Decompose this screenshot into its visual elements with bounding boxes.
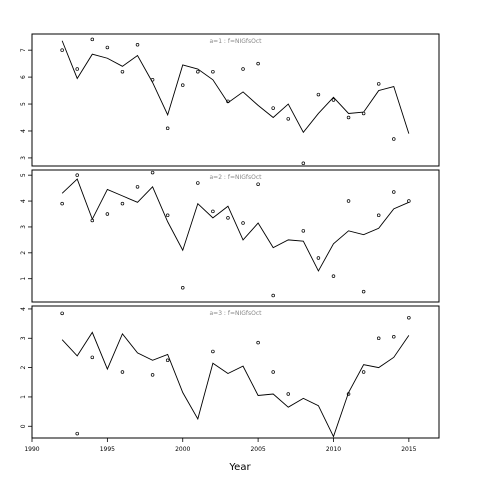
observed-point bbox=[120, 69, 125, 74]
observed-point bbox=[211, 209, 215, 214]
observed-point bbox=[60, 311, 64, 316]
x-tick-label: 2005 bbox=[250, 446, 265, 453]
y-tick-label: 5 bbox=[20, 102, 27, 106]
panels-layer: 3 4 5 6 7 a=1 : f=NIGfsOct 1 2 3 4 5 a=2 : f=NIGfsO… bbox=[20, 33, 440, 439]
y-tick-label: 4 bbox=[20, 307, 27, 311]
x-tick-label: 2000 bbox=[175, 446, 190, 453]
panel-frame bbox=[31, 169, 440, 303]
y-tick-label: 3 bbox=[20, 156, 27, 160]
observed-point bbox=[256, 340, 260, 345]
observed-point bbox=[301, 229, 306, 233]
y-tick-label: 7 bbox=[20, 48, 27, 52]
y-tick-label: 2 bbox=[20, 251, 27, 255]
y-tick-label: 4 bbox=[20, 199, 27, 203]
observed-point bbox=[196, 69, 200, 74]
observed-point bbox=[105, 45, 110, 50]
observed-point bbox=[150, 373, 155, 377]
observed-point bbox=[75, 67, 79, 71]
observed-point bbox=[361, 111, 366, 116]
y-tick-label: 4 bbox=[20, 129, 27, 133]
observed-point bbox=[226, 99, 230, 104]
observed-point bbox=[60, 48, 64, 52]
panel-1: 3 4 5 6 7 a=1 : f=NIGfsOct bbox=[20, 33, 440, 167]
observed-point bbox=[331, 274, 336, 278]
y-tick-label: 5 bbox=[20, 173, 27, 177]
observed-point bbox=[271, 293, 275, 298]
observed-point bbox=[392, 335, 396, 339]
observed-point bbox=[226, 216, 230, 220]
panel-2: 1 2 3 4 5 a=2 : f=NIGfsOct bbox=[20, 169, 440, 303]
fitted-line bbox=[61, 40, 410, 134]
observed-point bbox=[316, 256, 321, 260]
observed-point bbox=[376, 213, 381, 218]
observed-point bbox=[256, 182, 260, 186]
observed-point bbox=[241, 221, 245, 225]
x-tick-label: 2010 bbox=[326, 446, 341, 453]
observed-point bbox=[90, 218, 95, 223]
x-tick-label: 1995 bbox=[100, 446, 115, 453]
observed-point bbox=[376, 82, 381, 86]
observed-point bbox=[271, 106, 275, 110]
observed-point bbox=[180, 83, 185, 87]
panel-label: a=2 : f=NIGfsOct bbox=[209, 174, 262, 181]
observed-point bbox=[165, 358, 170, 363]
observed-point bbox=[256, 61, 260, 66]
panel-frame bbox=[31, 33, 440, 167]
fitted-line bbox=[61, 331, 410, 438]
observed-point bbox=[120, 370, 125, 374]
observed-point bbox=[165, 213, 170, 218]
y-tick-label: 3 bbox=[20, 225, 27, 229]
observed-point bbox=[90, 37, 95, 42]
observed-point bbox=[150, 170, 155, 175]
y-tick-label: 3 bbox=[20, 336, 27, 340]
panel-label: a=3 : f=NIGfsOct bbox=[209, 310, 262, 317]
observed-point bbox=[120, 201, 125, 206]
observed-point bbox=[346, 392, 351, 396]
x-tick-label: 2015 bbox=[401, 446, 416, 453]
x-axis: 1990 1995 2000 2005 2010 2015 bbox=[24, 437, 417, 453]
observed-point bbox=[180, 286, 185, 290]
y-tick-label: 2 bbox=[20, 366, 27, 370]
observed-point bbox=[90, 355, 95, 360]
observed-point bbox=[211, 349, 215, 354]
observed-point bbox=[286, 117, 291, 121]
observed-point bbox=[165, 126, 170, 131]
panel-3: 0 1 2 3 4 a=3 : f=NIGfsOct bbox=[20, 305, 440, 439]
observed-point bbox=[241, 67, 245, 71]
observed-point bbox=[150, 78, 155, 82]
observed-point bbox=[196, 181, 200, 185]
observed-point bbox=[316, 92, 321, 97]
observed-point bbox=[361, 370, 366, 374]
observed-point bbox=[346, 115, 351, 120]
observed-point bbox=[135, 185, 140, 189]
observed-point bbox=[135, 43, 140, 47]
observed-point bbox=[407, 199, 411, 203]
observed-point bbox=[286, 392, 291, 396]
panel-frame bbox=[31, 305, 440, 439]
y-tick-label: 1 bbox=[20, 277, 27, 281]
observed-point bbox=[60, 201, 64, 206]
observed-point bbox=[271, 370, 275, 374]
observed-point bbox=[75, 431, 79, 436]
observed-point bbox=[392, 137, 396, 141]
panel-label: a=1 : f=NIGfsOct bbox=[209, 38, 262, 45]
fitted-line bbox=[61, 178, 410, 272]
y-tick-label: 6 bbox=[20, 75, 27, 79]
observed-point bbox=[392, 190, 396, 194]
y-tick-label: 0 bbox=[20, 424, 27, 428]
observed-point bbox=[301, 161, 306, 166]
y-tick-label: 1 bbox=[20, 395, 27, 399]
observed-point bbox=[361, 289, 366, 294]
observed-point bbox=[105, 212, 110, 216]
observed-point bbox=[75, 173, 79, 177]
observed-point bbox=[331, 98, 336, 102]
x-tick-label: 1990 bbox=[24, 446, 39, 453]
observed-point bbox=[346, 199, 351, 203]
observed-point bbox=[407, 315, 411, 320]
observed-point bbox=[211, 69, 215, 74]
x-axis-label: Year bbox=[228, 462, 251, 473]
observed-point bbox=[376, 336, 381, 341]
